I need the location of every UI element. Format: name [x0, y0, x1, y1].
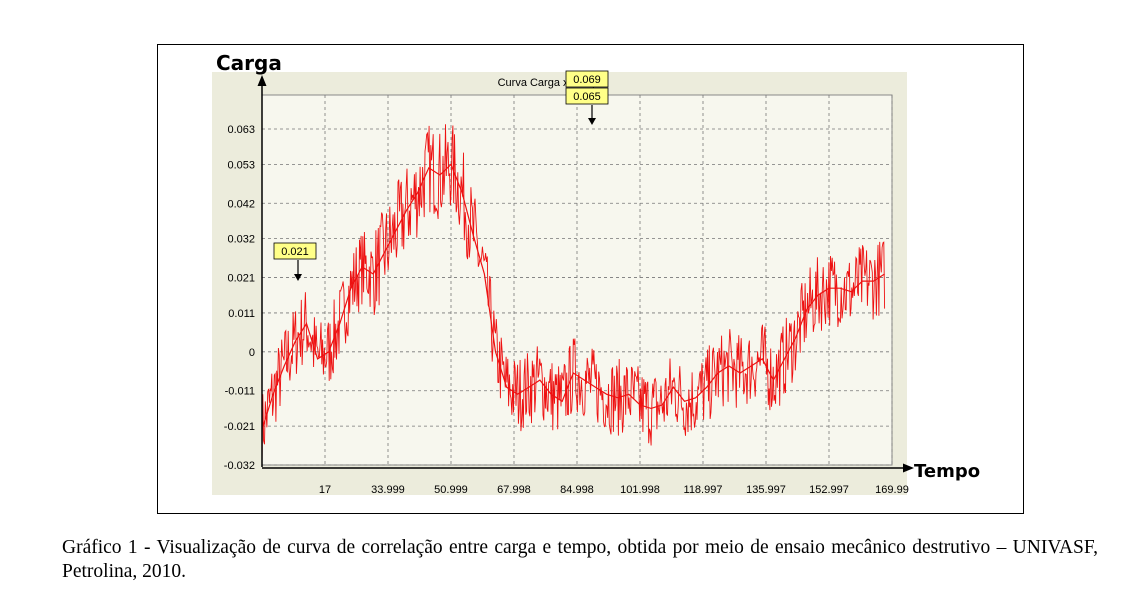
annotation-label: 0.065 [573, 91, 601, 103]
y-tick-label: 0.011 [228, 308, 255, 320]
y-tick-label: 0.063 [227, 124, 255, 136]
x-tick-label: 17 [319, 484, 331, 496]
x-tick-label: 101.998 [620, 484, 660, 496]
annotation-box [273, 242, 317, 260]
x-tick-label: 84.998 [560, 484, 594, 496]
annotation-label: 0.021 [281, 246, 309, 258]
annotation-box [565, 87, 609, 105]
y-tick-label: -0.011 [225, 386, 255, 398]
series-noise [261, 124, 886, 466]
y-tick-label: -0.021 [224, 421, 255, 433]
x-axis-label: Tempo [914, 461, 980, 482]
x-tick-label: 169.99 [875, 484, 909, 496]
annotation-arrowhead [588, 118, 596, 125]
annotations: 0.069 0.065 0.021 [273, 70, 609, 281]
y-ticks: 0.063 0.053 0.042 0.032 0.021 0.011 0 -0.011 -0.… [224, 124, 255, 472]
x-axis-arrow [903, 463, 914, 473]
annotation-label: 0.069 [573, 74, 601, 86]
series-line [261, 163, 885, 430]
y-tick-label: -0.032 [224, 460, 255, 472]
x-tick-label: 33.999 [371, 484, 405, 496]
x-tick-label: 135.997 [746, 484, 786, 496]
figure-caption: Gráfico 1 - Visualização de curva de cor… [62, 537, 1098, 582]
figure-frame: 0.063 0.053 0.042 0.032 0.021 0.011 0 -0.011 -0.… [157, 44, 1024, 514]
x-tick-label: 152.997 [809, 484, 849, 496]
chart: 0.063 0.053 0.042 0.032 0.021 0.011 0 -0.011 -0.… [212, 51, 980, 496]
annotation-box [565, 70, 609, 88]
x-ticks: 17 33.999 50.999 67.998 84.998 101.998 118.997… [319, 484, 909, 496]
y-tick-label: 0.053 [227, 159, 255, 171]
y-tick-label: 0.042 [227, 198, 255, 210]
y-tick-label: 0 [249, 347, 255, 359]
annotation-arrowhead [294, 274, 302, 281]
x-tick-label: 118.997 [684, 484, 723, 496]
axes [257, 75, 914, 473]
x-tick-label: 50.999 [434, 484, 468, 496]
y-tick-label: 0.032 [227, 234, 255, 246]
y-axis-label: Carga [216, 51, 282, 75]
x-tick-label: 67.998 [497, 484, 531, 496]
series [261, 124, 886, 466]
y-axis-arrow [257, 75, 267, 86]
y-tick-label: 0.021 [227, 273, 255, 285]
